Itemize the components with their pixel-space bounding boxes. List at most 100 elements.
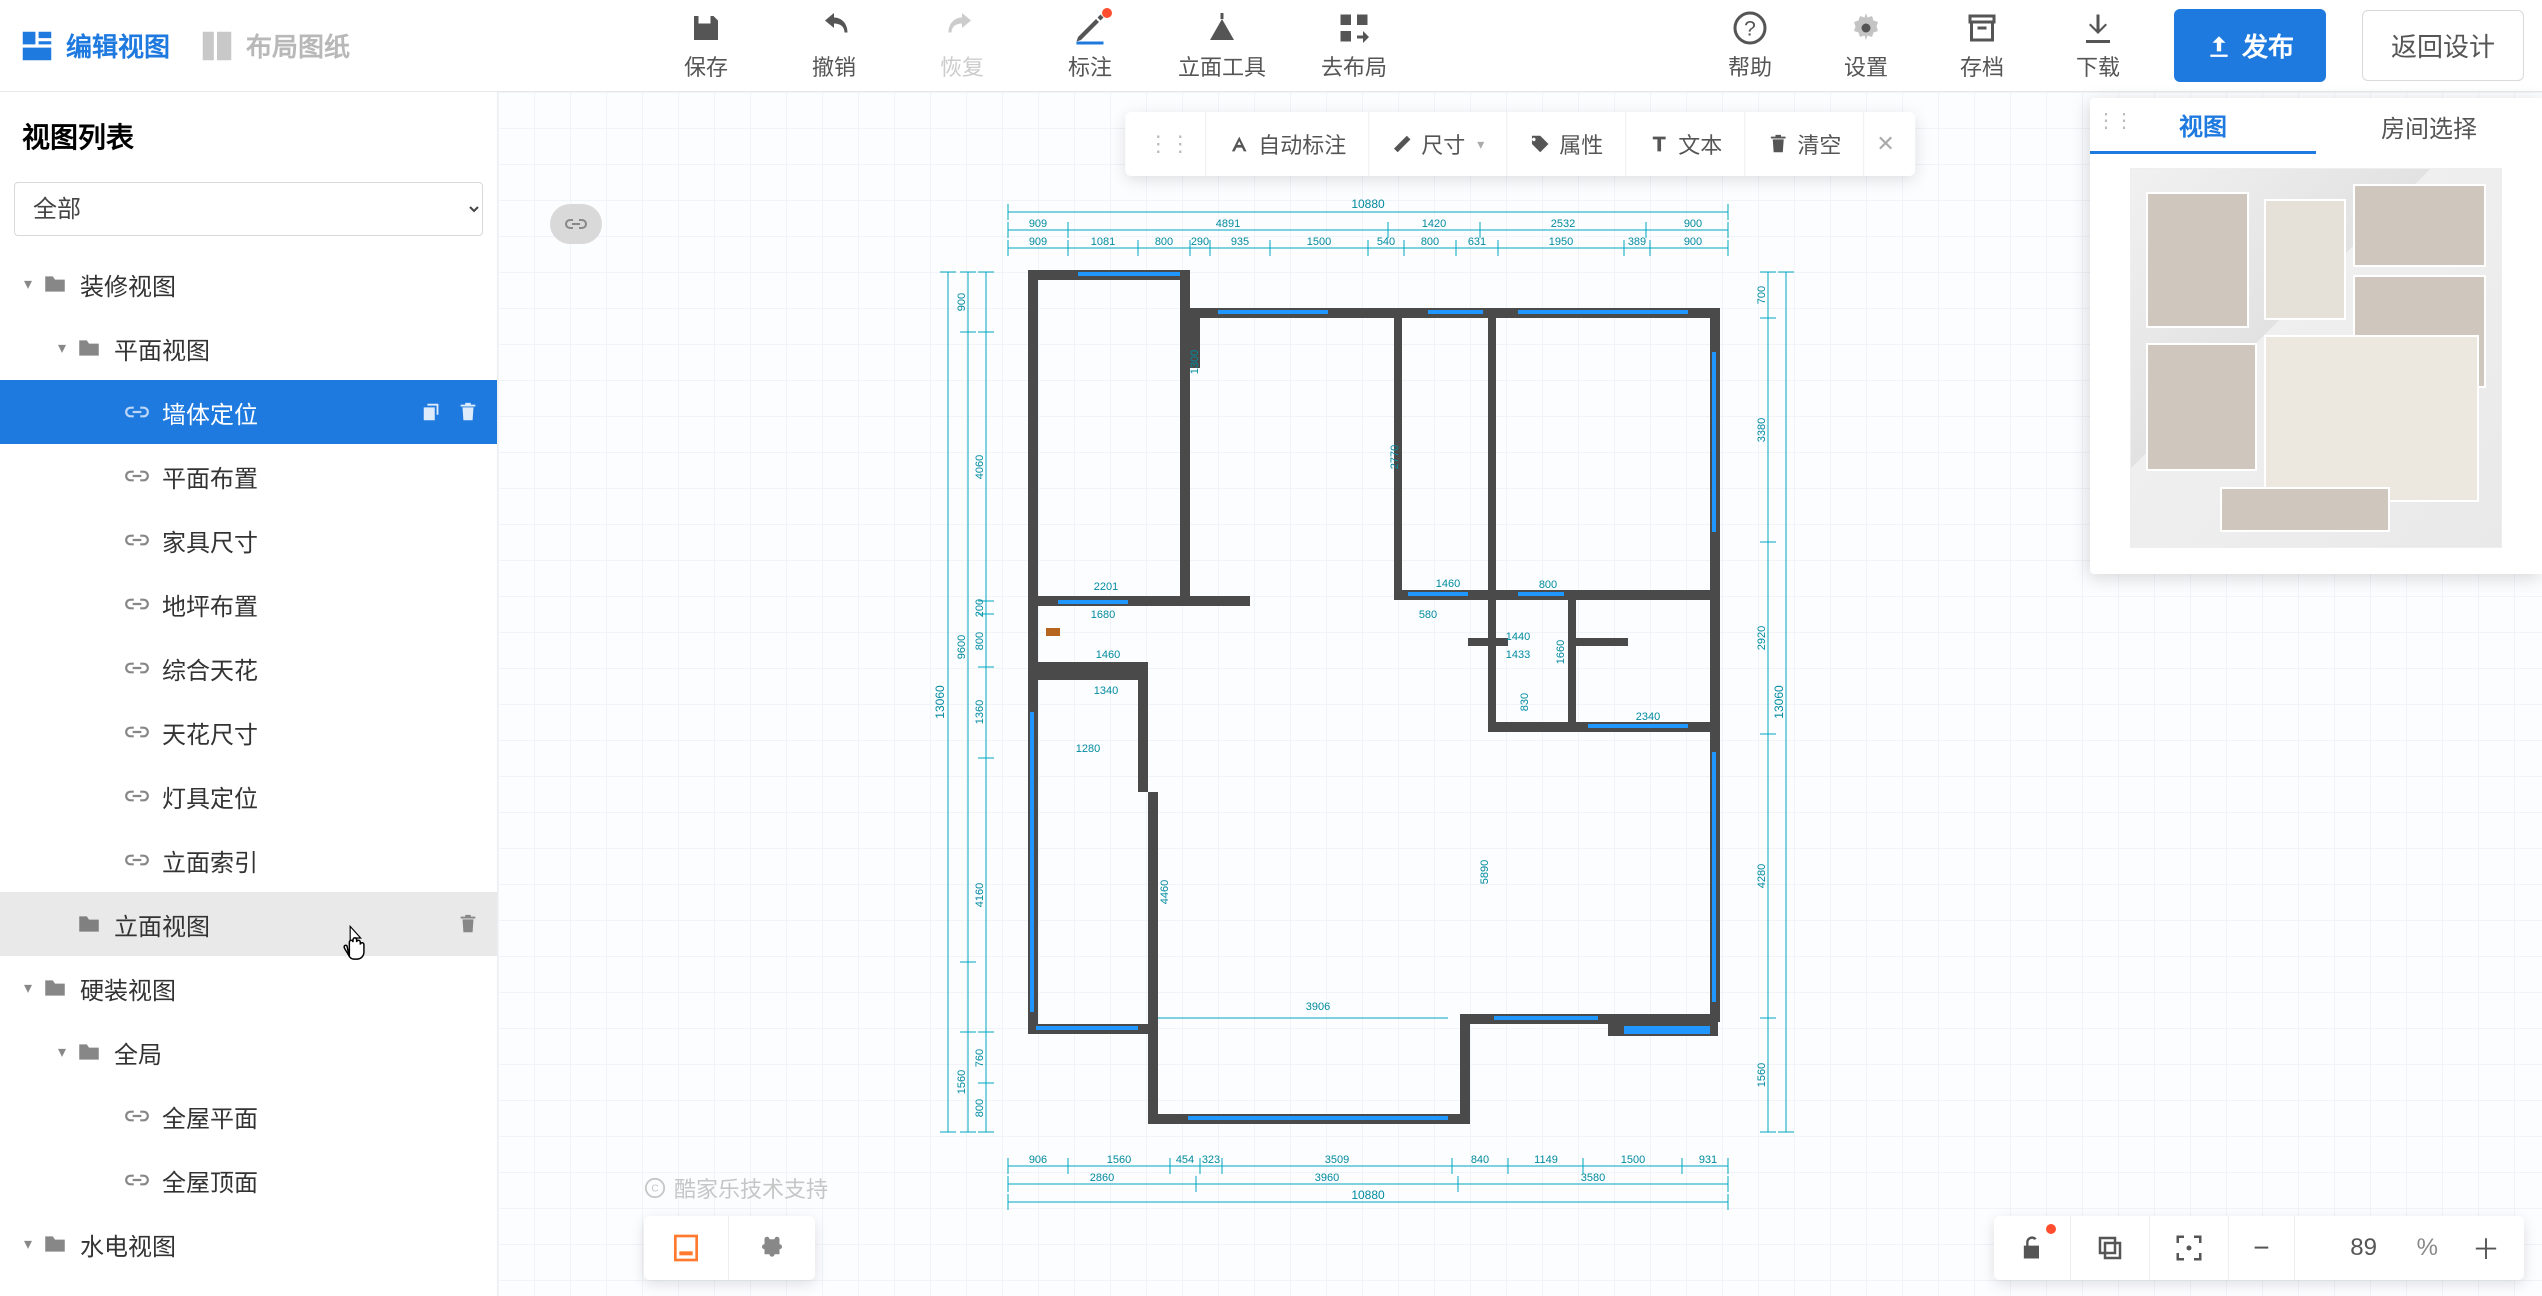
tree-group-elevation-views[interactable]: ▾ 立面视图 <box>0 892 497 956</box>
annotate-button[interactable]: 标注 <box>1050 10 1130 82</box>
dim: 3580 <box>1581 1172 1605 1184</box>
link-icon <box>124 783 150 809</box>
ctx-attribute[interactable]: 属性 <box>1507 112 1626 176</box>
zoom-unit: % <box>2417 1234 2448 1262</box>
caret-down-icon: ▾ <box>14 978 42 998</box>
dim: 580 <box>1419 609 1437 621</box>
tree-item-whole-plan[interactable]: 全屋平面 <box>0 1084 497 1148</box>
dim: 1950 <box>1549 236 1573 248</box>
mode-edit-view[interactable]: 编辑视图 <box>18 27 170 65</box>
archive-button[interactable]: 存档 <box>1942 10 2022 82</box>
ctx-auto-annotate[interactable]: 自动标注 <box>1206 112 1369 176</box>
layers-button[interactable] <box>2071 1216 2150 1280</box>
tree-group-decoration[interactable]: ▾ 装修视图 <box>0 252 497 316</box>
lock-button[interactable] <box>1994 1216 2071 1280</box>
ctx-close[interactable]: ✕ <box>1864 131 1906 157</box>
tree-item-wall-location[interactable]: 墙体定位 <box>0 380 497 444</box>
caret-down-icon: ▾ <box>14 1234 42 1254</box>
gear-icon <box>1848 10 1884 46</box>
minimap-tab-room-select[interactable]: 房间选择 <box>2316 109 2542 144</box>
mode-layout-label: 布局图纸 <box>246 27 350 64</box>
tree-item-elevation-index[interactable]: 立面索引 <box>0 828 497 892</box>
dim: 1433 <box>1506 649 1530 661</box>
dim: 906 <box>1029 1154 1047 1166</box>
canvas[interactable]: ⋮⋮ 自动标注 尺寸 ▾ 属性 文本 清空 ✕ 10880 <box>498 92 2542 1296</box>
dim: 900 <box>956 293 968 311</box>
back-label: 返回设计 <box>2391 32 2495 62</box>
dim: 909 <box>1029 218 1047 230</box>
dim: 4460 <box>1159 880 1171 904</box>
dim: 830 <box>1519 693 1531 711</box>
elevation-label: 立面工具 <box>1178 50 1266 82</box>
ctx-text[interactable]: 文本 <box>1626 112 1745 176</box>
zoom-out-button[interactable]: − <box>2229 1216 2294 1280</box>
link-icon <box>124 847 150 873</box>
help-icon: ? <box>1732 10 1768 46</box>
trash-icon[interactable] <box>457 913 479 935</box>
minimap-render[interactable] <box>2130 168 2502 548</box>
tree-item-ceiling-composite[interactable]: 综合天花 <box>0 636 497 700</box>
help-button[interactable]: ? 帮助 <box>1710 10 1790 82</box>
footer-mode-a[interactable] <box>644 1216 729 1280</box>
tree-group-plumbing-electrical[interactable]: ▾ 水电视图 <box>0 1212 497 1276</box>
tree-item-ceiling-size[interactable]: 天花尺寸 <box>0 700 497 764</box>
auto-annotate-icon <box>1228 133 1250 155</box>
publish-button[interactable]: 发布 <box>2174 9 2326 82</box>
dim: 2860 <box>1090 1172 1114 1184</box>
dim: 323 <box>1202 1154 1220 1166</box>
fit-screen-button[interactable] <box>2150 1216 2229 1280</box>
view-filter-select[interactable]: 全部 <box>14 182 483 236</box>
tree-item-floor-layout[interactable]: 地坪布置 <box>0 572 497 636</box>
dim: 1680 <box>1091 609 1115 621</box>
tree-group-hard-decoration[interactable]: ▾ 硬装视图 <box>0 956 497 1020</box>
puzzle-icon <box>755 1233 789 1263</box>
redo-button[interactable]: 恢复 <box>922 10 1002 82</box>
tree-group-plan-views[interactable]: ▾ 平面视图 <box>0 316 497 380</box>
download-button[interactable]: 下载 <box>2058 10 2138 82</box>
lock-alert-dot <box>2046 1224 2056 1234</box>
sidebar: 视图列表 全部 ▾ 装修视图 ▾ 平面视图 墙体定位 平面布置 <box>0 92 498 1296</box>
trash-icon[interactable] <box>457 401 479 423</box>
undo-icon <box>816 10 852 46</box>
mode-layout-sheet[interactable]: 布局图纸 <box>198 27 350 65</box>
dim: 454 <box>1176 1154 1194 1166</box>
folder-icon <box>42 975 68 1001</box>
link-icon <box>124 399 150 425</box>
lock-open-icon <box>2018 1234 2046 1262</box>
tree-group-global[interactable]: ▾ 全局 <box>0 1020 497 1084</box>
dim: 800 <box>1421 236 1439 248</box>
to-layout-icon <box>1336 10 1372 46</box>
link-icon <box>124 1103 150 1129</box>
zoom-in-button[interactable]: ＋ <box>2448 1216 2524 1280</box>
tree-label: 全屋顶面 <box>162 1163 479 1198</box>
undo-button[interactable]: 撤销 <box>794 10 874 82</box>
footer-mode-b[interactable] <box>729 1216 815 1280</box>
to-layout-button[interactable]: 去布局 <box>1314 10 1394 82</box>
drag-handle-icon[interactable]: ⋮⋮ <box>2096 108 2132 133</box>
dim: 1081 <box>1091 236 1115 248</box>
duplicate-icon[interactable] <box>421 401 443 423</box>
dim: 2532 <box>1551 218 1575 230</box>
watermark: C 酷家乐技术支持 <box>644 1172 828 1204</box>
ctx-drag-handle[interactable]: ⋮⋮ <box>1133 112 1206 176</box>
save-button[interactable]: 保存 <box>666 10 746 82</box>
settings-button[interactable]: 设置 <box>1826 10 1906 82</box>
dim: 631 <box>1468 236 1486 248</box>
dim: 2770 <box>1389 445 1401 469</box>
ctx-dimension[interactable]: 尺寸 ▾ <box>1369 112 1507 176</box>
link-icon <box>124 655 150 681</box>
floorplan: 10880 909 4891 1420 2532 900 909 1081 80… <box>928 192 1798 1252</box>
link-icon <box>124 719 150 745</box>
canvas-link-badge[interactable] <box>550 204 602 244</box>
tree-item-plan-layout[interactable]: 平面布置 <box>0 444 497 508</box>
ctx-clear[interactable]: 清空 <box>1745 112 1864 176</box>
tree-item-furniture-size[interactable]: 家具尺寸 <box>0 508 497 572</box>
dim: 10880 <box>1351 1188 1385 1202</box>
tree-item-whole-ceiling[interactable]: 全屋顶面 <box>0 1148 497 1212</box>
annotate-new-dot <box>1102 8 1112 18</box>
tree-item-light-location[interactable]: 灯具定位 <box>0 764 497 828</box>
doc-icon <box>670 1232 702 1264</box>
ctx-label: 清空 <box>1797 128 1841 160</box>
elevation-tool-button[interactable]: 立面工具 <box>1178 10 1266 82</box>
back-to-design-button[interactable]: 返回设计 <box>2362 10 2524 81</box>
